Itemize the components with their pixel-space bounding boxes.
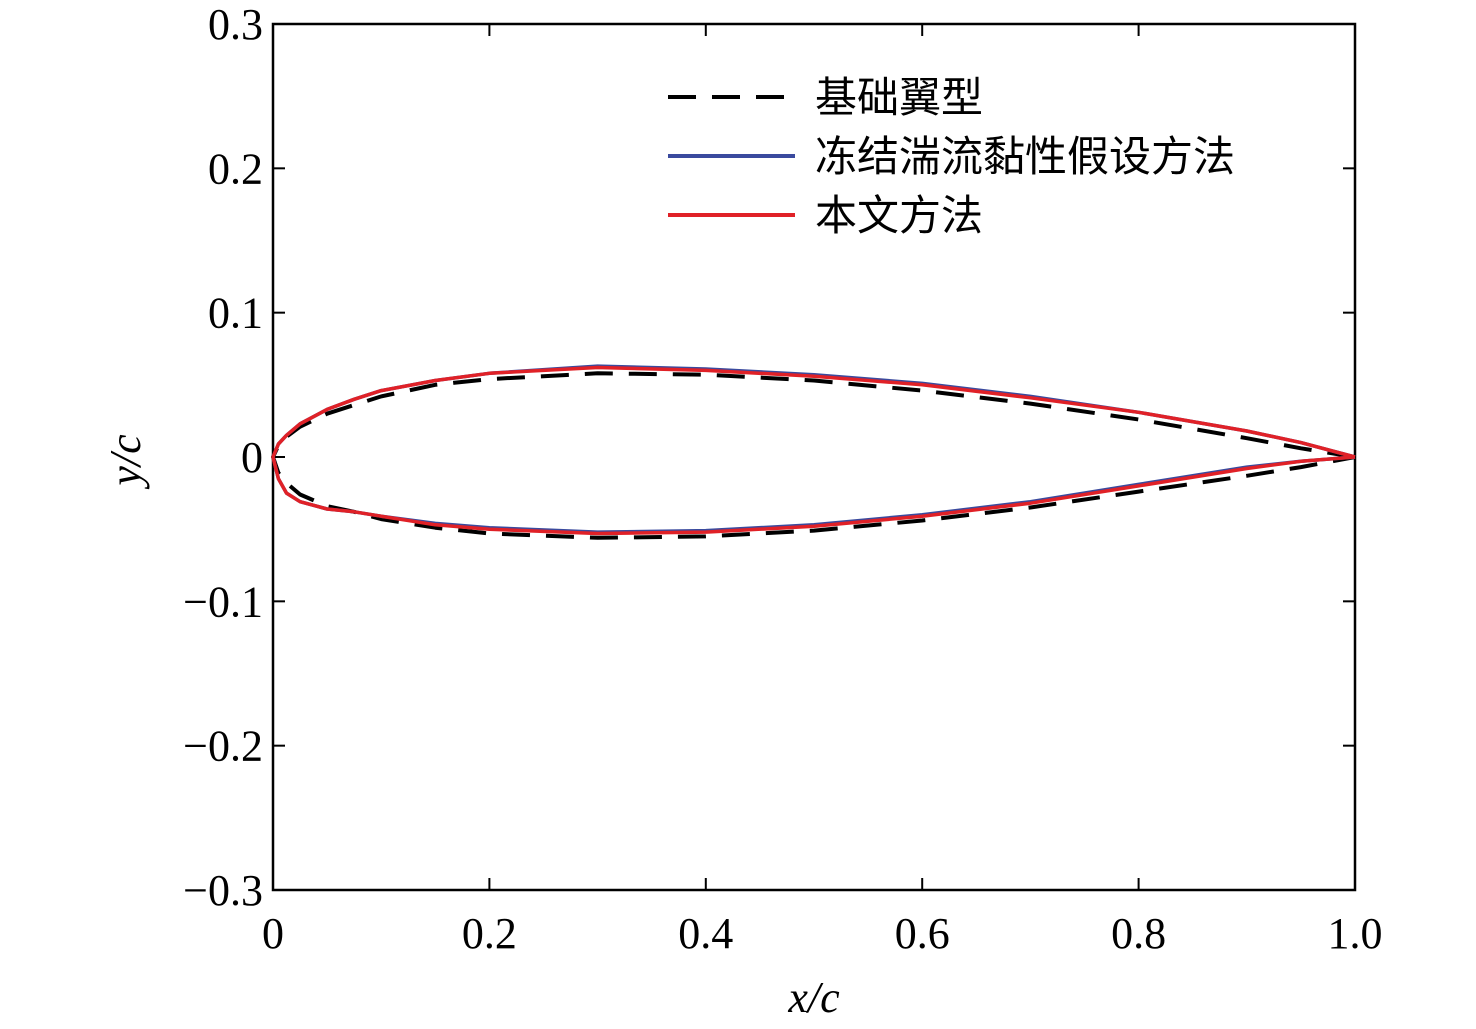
- x-tick-label: 0.4: [678, 909, 733, 958]
- series-line-1: [271, 371, 1356, 540]
- y-tick-label: −0.2: [183, 722, 263, 771]
- legend-label-2: 冻结湍流黏性假设方法: [815, 132, 1235, 181]
- x-tick-label: 0.8: [1111, 909, 1166, 958]
- axis-ticks: [272, 23, 1356, 891]
- y-tick-label: −0.3: [183, 866, 263, 915]
- y-axis-label: y/c: [101, 434, 150, 490]
- series-layer: [271, 364, 1356, 540]
- x-tick-label: 1.0: [1328, 909, 1383, 958]
- y-tick-label: 0: [241, 433, 263, 482]
- tick-labels: 0 0.2 0.4 0.6 0.8 1.0 −0.3 −0.2 −0.1 0 0.1 0.2 0.3: [183, 0, 1382, 958]
- x-axis-label: x/c: [787, 973, 840, 1022]
- y-tick-label: −0.1: [183, 577, 263, 626]
- y-tick-label: 0.3: [208, 0, 263, 49]
- legend-label-1: 基础翼型: [815, 73, 983, 122]
- series-line-3: [271, 365, 1356, 536]
- x-tick-label: 0.6: [895, 909, 950, 958]
- x-tick-label: 0.2: [462, 909, 517, 958]
- axis-labels: x/c y/c: [101, 434, 840, 1022]
- series-line-2: [271, 364, 1356, 534]
- y-tick-label: 0.2: [208, 144, 263, 193]
- legend-label-3: 本文方法: [815, 191, 983, 240]
- y-tick-label: 0.1: [208, 289, 263, 338]
- x-tick-label: 0: [262, 909, 284, 958]
